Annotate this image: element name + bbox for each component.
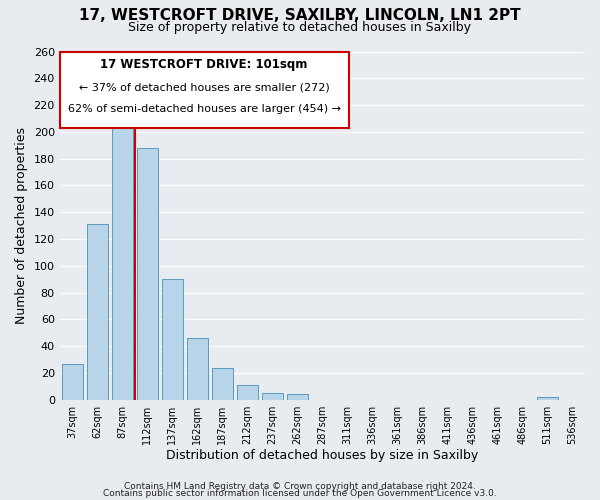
Bar xyxy=(112,116,133,400)
Bar xyxy=(161,279,183,400)
Bar xyxy=(187,338,208,400)
Text: Size of property relative to detached houses in Saxilby: Size of property relative to detached ho… xyxy=(128,21,472,34)
Text: 62% of semi-detached houses are larger (454) →: 62% of semi-detached houses are larger (… xyxy=(68,104,341,114)
Bar xyxy=(86,224,108,400)
Bar xyxy=(212,368,233,400)
Bar xyxy=(262,393,283,400)
Bar xyxy=(137,148,158,400)
Text: ← 37% of detached houses are smaller (272): ← 37% of detached houses are smaller (27… xyxy=(79,83,329,93)
FancyBboxPatch shape xyxy=(59,52,349,128)
Y-axis label: Number of detached properties: Number of detached properties xyxy=(15,127,28,324)
Bar xyxy=(537,397,558,400)
Text: Contains public sector information licensed under the Open Government Licence v3: Contains public sector information licen… xyxy=(103,490,497,498)
Text: Contains HM Land Registry data © Crown copyright and database right 2024.: Contains HM Land Registry data © Crown c… xyxy=(124,482,476,491)
Text: 17, WESTCROFT DRIVE, SAXILBY, LINCOLN, LN1 2PT: 17, WESTCROFT DRIVE, SAXILBY, LINCOLN, L… xyxy=(79,8,521,22)
Bar xyxy=(62,364,83,400)
X-axis label: Distribution of detached houses by size in Saxilby: Distribution of detached houses by size … xyxy=(166,450,478,462)
Bar xyxy=(236,385,258,400)
Text: 17 WESTCROFT DRIVE: 101sqm: 17 WESTCROFT DRIVE: 101sqm xyxy=(100,58,308,71)
Bar xyxy=(287,394,308,400)
